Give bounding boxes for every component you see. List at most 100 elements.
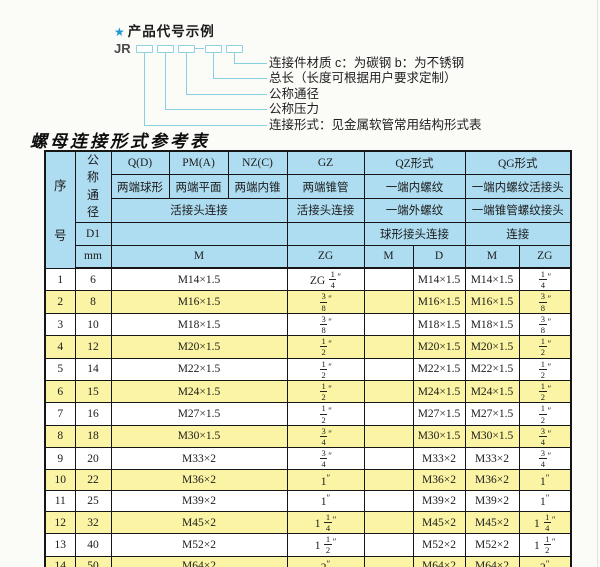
cell-qz-d: M16×1.5 [412, 290, 466, 314]
cell-m: M64×2 [110, 555, 288, 567]
cell-dn: 40 [74, 533, 112, 557]
header-empty-cell [286, 221, 365, 246]
cell-qz-m [363, 469, 414, 492]
cell-qz-d: M33×2 [412, 447, 466, 471]
cell-dn: 16 [74, 402, 112, 426]
product-code-prefix: JR [114, 41, 131, 56]
diagram-label: 公称通径 [269, 86, 320, 101]
cell-qg-m: M18×1.5 [464, 312, 520, 337]
cell-m: M36×2 [110, 469, 288, 492]
cell-qg-zg: 3 8 ″ [518, 312, 572, 337]
header-m-unit: M [110, 244, 288, 270]
cell-qg-m: M22×1.5 [464, 357, 520, 381]
nut-connection-table: 序 号 公称通径 Q(D) PM(A) NZ(C) GZ QZ形式 QG形式 两… [44, 150, 572, 567]
code-box [178, 45, 195, 53]
cell-m: M30×1.5 [110, 424, 288, 449]
header-qz-code: QZ形式 [363, 150, 466, 176]
cell-gz-zg: 3 4 ″ [286, 424, 365, 449]
cell-qz-d: M27×1.5 [412, 402, 466, 426]
leader-line [212, 53, 267, 79]
cell-gz-zg: 2″ [286, 555, 365, 567]
cell-seq: 7 [44, 402, 76, 426]
cell-qg-m: M64×2 [464, 555, 520, 567]
cell-m: M22×1.5 [110, 357, 288, 381]
header-seq-bottom: 号 [53, 229, 67, 244]
cell-qz-d: M39×2 [412, 490, 466, 512]
cell-seq: 14 [44, 555, 76, 567]
table-row: 10 22 M36×2 1″ M36×2 M36×2 1″ [44, 469, 572, 492]
header-pm-desc: 两端平面 [168, 174, 229, 199]
cell-qg-m: M30×1.5 [464, 424, 520, 449]
cell-qz-d: M14×1.5 [412, 267, 466, 292]
cell-qg-m: M27×1.5 [464, 402, 520, 426]
cell-seq: 4 [44, 335, 76, 359]
table-row: 9 20 M33×2 3 4 ″ M33×2 M33×2 3 4 ″ [44, 447, 572, 471]
diagram-label: 连接形式：见金属软管常用结构形式表 [269, 117, 482, 132]
cell-qg-m: M39×2 [464, 490, 520, 512]
cell-qg-m: M14×1.5 [464, 267, 520, 292]
header-seq: 序 号 [44, 150, 76, 269]
cell-qg-zg: 1 2 ″ [518, 379, 572, 404]
table-row: 12 32 M45×2 1 1 4 ″ M45×2 M45×2 1 1 4 ″ [44, 510, 572, 535]
cell-gz-zg: 1″ [286, 469, 365, 492]
cell-qz-m [363, 424, 414, 449]
cell-dn: 18 [74, 424, 112, 449]
header-qg-row4: 连接 [464, 221, 572, 246]
cell-qg-zg: 1 2 ″ [518, 357, 572, 381]
cell-m: M18×1.5 [110, 312, 288, 337]
cell-gz-zg: 1 1 2 ″ [286, 533, 365, 557]
cell-gz-zg: 1 2 ″ [286, 379, 365, 404]
cell-qz-d: M20×1.5 [412, 335, 466, 359]
cell-qg-zg: 3 4 ″ [518, 447, 572, 471]
cell-seq: 3 [44, 312, 76, 337]
cell-gz-zg: 1 2 ″ [286, 402, 365, 426]
cell-m: M52×2 [110, 533, 288, 557]
cell-qz-m [363, 357, 414, 381]
cell-m: M16×1.5 [110, 290, 288, 314]
cell-qg-zg: 1 2 ″ [518, 335, 572, 359]
cell-qg-m: M33×2 [464, 447, 520, 471]
cell-qz-d: M64×2 [412, 555, 466, 567]
header-q-desc: 两端球形 [110, 174, 170, 199]
cell-gz-zg: 3 8 ″ [286, 312, 365, 337]
code-box [136, 45, 153, 53]
cell-qg-zg: 1 4 ″ [518, 267, 572, 292]
cell-seq: 1 [44, 267, 76, 292]
cell-qg-m: M52×2 [464, 533, 520, 557]
cell-qz-m [363, 335, 414, 359]
cell-dn: 32 [74, 510, 112, 535]
cell-gz-zg: 1 2 ″ [286, 335, 365, 359]
table-row: 7 16 M27×1.5 1 2 ″ M27×1.5 M27×1.5 1 2 ″ [44, 402, 572, 426]
cell-dn: 25 [74, 490, 112, 512]
cell-dn: 12 [74, 335, 112, 359]
cell-qg-zg: 2″ [518, 555, 572, 567]
cell-gz-zg: ZG 1 4 ″ [286, 267, 365, 292]
cell-seq: 9 [44, 447, 76, 471]
cell-m: M20×1.5 [110, 335, 288, 359]
header-qg-code: QG形式 [464, 150, 572, 176]
table-row: 3 10 M18×1.5 3 8 ″ M18×1.5 M18×1.5 3 8 ″ [44, 312, 572, 337]
header-qg-unit-zg: ZG [518, 244, 572, 270]
cell-qg-m: M16×1.5 [464, 290, 520, 314]
cell-qz-m [363, 447, 414, 471]
header-gz-row3: 活接头连接 [286, 197, 365, 223]
cell-qg-zg: 3 4 ″ [518, 424, 572, 449]
cell-qz-m [363, 312, 414, 337]
table-row: 2 8 M16×1.5 3 8 ″ M16×1.5 M16×1.5 3 8 ″ [44, 290, 572, 314]
cell-qz-m [363, 267, 414, 292]
cell-seq: 5 [44, 357, 76, 381]
star-icon: ★ [114, 25, 126, 39]
code-box [205, 45, 222, 53]
header-empty-cell [110, 221, 288, 246]
cell-dn: 6 [74, 267, 112, 292]
header-pm-code: PM(A) [168, 150, 229, 176]
cell-qg-m: M36×2 [464, 469, 520, 492]
table-row: 1 6 M14×1.5 ZG 1 4 ″ M14×1.5 M14×1.5 1 4 ″ [44, 267, 572, 292]
leader-line [143, 53, 267, 126]
cell-qz-m [363, 290, 414, 314]
table-row: 6 15 M24×1.5 1 2 ″ M24×1.5 M24×1.5 1 2 ″ [44, 379, 572, 404]
cell-qg-zg: 1 1 2 ″ [518, 533, 572, 557]
cell-m: M14×1.5 [110, 267, 288, 292]
cell-dn: 20 [74, 447, 112, 471]
